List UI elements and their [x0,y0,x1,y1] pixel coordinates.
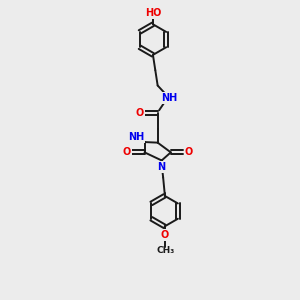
Text: N: N [158,162,166,172]
Text: CH₃: CH₃ [157,246,175,255]
Text: NH: NH [128,132,144,142]
Text: O: O [184,147,193,158]
Text: O: O [136,108,144,118]
Text: HO: HO [145,8,161,18]
Text: O: O [123,147,131,158]
Text: NH: NH [161,93,177,103]
Text: O: O [160,230,169,240]
